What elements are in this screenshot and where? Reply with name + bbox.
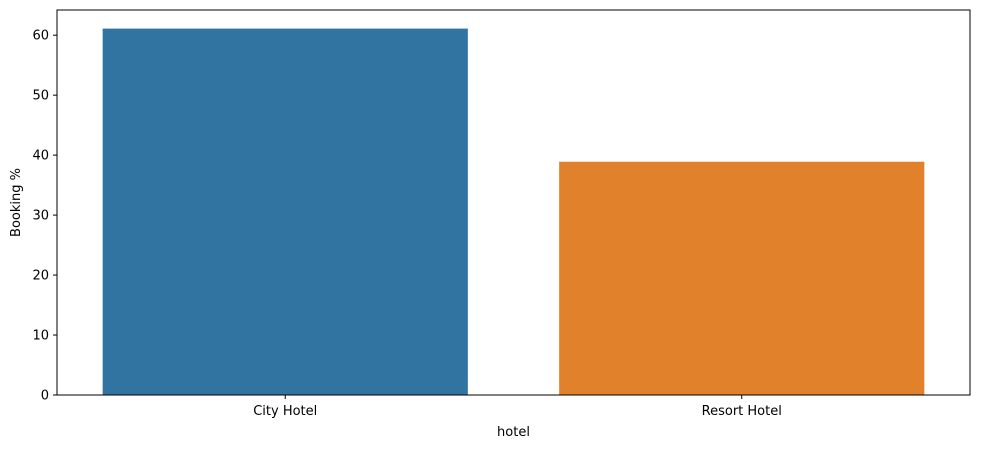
y-tick-label: 60: [32, 29, 49, 44]
y-tick-label: 20: [32, 269, 49, 284]
y-tick-label: 50: [32, 89, 49, 104]
bar-city-hotel: [102, 28, 468, 396]
y-axis-label: Booking %: [9, 168, 24, 237]
bar-resort-hotel: [559, 161, 925, 395]
x-tick-label: Resort Hotel: [702, 404, 782, 419]
x-axis: City Hotel Resort Hotel: [253, 395, 782, 419]
x-tick-label: City Hotel: [253, 404, 317, 419]
bars-layer: [102, 28, 925, 396]
y-tick-label: 10: [32, 329, 49, 344]
y-axis: 0 10 20 30 40 50 60: [32, 29, 57, 404]
plot-area-frame: [56, 9, 971, 396]
y-tick-label: 40: [32, 149, 49, 164]
x-axis-label: hotel: [497, 425, 530, 440]
y-tick-label: 0: [41, 389, 49, 404]
y-tick-label: 30: [32, 209, 49, 224]
